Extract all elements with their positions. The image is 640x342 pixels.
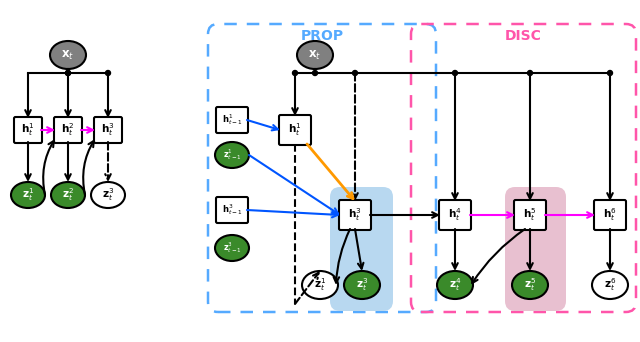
Circle shape (353, 70, 358, 76)
Circle shape (312, 70, 317, 76)
Text: $\mathbf{x}_t$: $\mathbf{x}_t$ (308, 49, 321, 62)
Text: $\mathbf{z}_t^5$: $\mathbf{z}_t^5$ (524, 277, 536, 293)
Circle shape (607, 70, 612, 76)
Text: $\mathbf{z}_{t-1}^3$: $\mathbf{z}_{t-1}^3$ (223, 240, 241, 255)
Text: $\mathbf{h}_t^3$: $\mathbf{h}_t^3$ (348, 207, 362, 223)
Circle shape (65, 70, 70, 76)
FancyBboxPatch shape (505, 187, 566, 311)
Text: PROP: PROP (300, 29, 344, 43)
FancyBboxPatch shape (339, 200, 371, 230)
Text: $\mathbf{h}_t^3$: $\mathbf{h}_t^3$ (101, 122, 115, 139)
Ellipse shape (344, 271, 380, 299)
Text: $\mathbf{z}_t^1$: $\mathbf{z}_t^1$ (314, 277, 326, 293)
FancyBboxPatch shape (330, 187, 393, 311)
Circle shape (452, 70, 458, 76)
Text: $\mathbf{h}_t^4$: $\mathbf{h}_t^4$ (448, 207, 462, 223)
Text: $\mathbf{z}_t^3$: $\mathbf{z}_t^3$ (102, 187, 114, 203)
FancyBboxPatch shape (216, 107, 248, 133)
Ellipse shape (302, 271, 338, 299)
FancyBboxPatch shape (94, 117, 122, 143)
Text: $\mathbf{z}_t^3$: $\mathbf{z}_t^3$ (356, 277, 368, 293)
Ellipse shape (51, 182, 85, 208)
Text: $\mathbf{z}_t^6$: $\mathbf{z}_t^6$ (604, 277, 616, 293)
Text: $\mathbf{h}_{t-1}^3$: $\mathbf{h}_{t-1}^3$ (221, 202, 243, 218)
Circle shape (527, 70, 532, 76)
Text: $\mathbf{z}_t^1$: $\mathbf{z}_t^1$ (22, 187, 34, 203)
Circle shape (292, 70, 298, 76)
Text: $\mathbf{h}_t^5$: $\mathbf{h}_t^5$ (524, 207, 537, 223)
Text: $\mathbf{z}_t^2$: $\mathbf{z}_t^2$ (62, 187, 74, 203)
FancyBboxPatch shape (514, 200, 546, 230)
FancyBboxPatch shape (279, 115, 311, 145)
FancyBboxPatch shape (216, 197, 248, 223)
FancyBboxPatch shape (14, 117, 42, 143)
Ellipse shape (11, 182, 45, 208)
Text: DISC: DISC (505, 29, 542, 43)
Text: $\mathbf{h}_{t-1}^1$: $\mathbf{h}_{t-1}^1$ (221, 113, 243, 128)
Ellipse shape (437, 271, 473, 299)
Ellipse shape (592, 271, 628, 299)
Ellipse shape (91, 182, 125, 208)
Text: $\mathbf{x}_t$: $\mathbf{x}_t$ (61, 49, 75, 62)
Ellipse shape (50, 41, 86, 69)
Text: $\mathbf{h}_t^6$: $\mathbf{h}_t^6$ (603, 207, 617, 223)
Circle shape (65, 70, 70, 76)
FancyBboxPatch shape (54, 117, 82, 143)
Text: $\mathbf{h}_t^2$: $\mathbf{h}_t^2$ (61, 122, 75, 139)
Ellipse shape (215, 235, 249, 261)
Text: $\mathbf{h}_t^1$: $\mathbf{h}_t^1$ (288, 122, 301, 139)
Ellipse shape (215, 142, 249, 168)
Ellipse shape (512, 271, 548, 299)
FancyBboxPatch shape (439, 200, 471, 230)
FancyBboxPatch shape (594, 200, 626, 230)
Text: $\mathbf{h}_t^1$: $\mathbf{h}_t^1$ (21, 122, 35, 139)
Circle shape (106, 70, 111, 76)
Text: $\mathbf{z}_{t-1}^1$: $\mathbf{z}_{t-1}^1$ (223, 147, 241, 162)
Text: $\mathbf{z}_t^4$: $\mathbf{z}_t^4$ (449, 277, 461, 293)
Ellipse shape (297, 41, 333, 69)
